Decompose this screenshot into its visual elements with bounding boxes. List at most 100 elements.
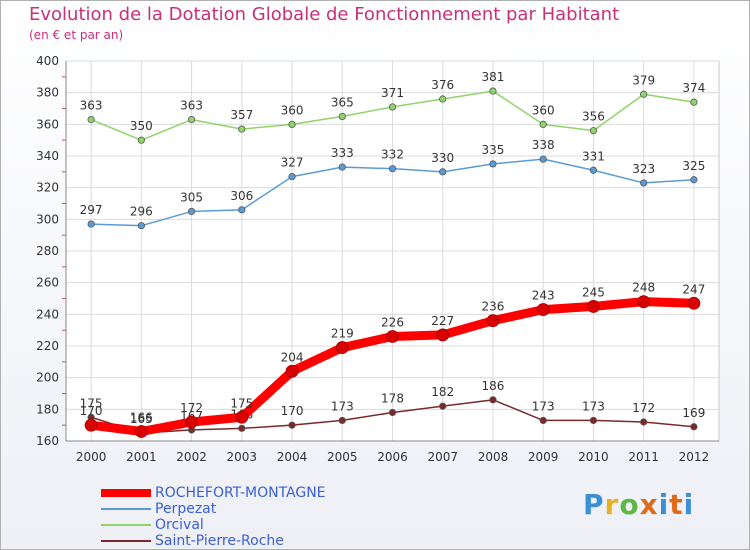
data-point-rochefort-montagne <box>235 410 249 424</box>
data-label-orcival: 381 <box>482 70 505 84</box>
data-label-perpezat: 306 <box>230 189 253 203</box>
legend-swatch-saint-pierre-roche <box>101 540 151 542</box>
data-label-orcival: 365 <box>331 95 354 109</box>
x-tick-label: 2002 <box>176 450 207 464</box>
data-point-perpezat <box>238 206 246 214</box>
data-label-saint-pierre-roche: 169 <box>682 406 705 420</box>
data-point-perpezat <box>338 163 346 171</box>
data-label-orcival: 379 <box>632 73 655 87</box>
data-point-orcival <box>539 120 547 128</box>
data-point-rochefort-montagne <box>587 300 600 313</box>
logo-letter: o <box>619 488 640 521</box>
data-label-perpezat: 331 <box>582 149 605 163</box>
logo-letter: i <box>658 488 670 521</box>
data-label-saint-pierre-roche: 175 <box>80 396 103 410</box>
y-tick-label: 260 <box>36 276 59 290</box>
proxiti-logo: Proxiti <box>583 488 694 521</box>
data-label-saint-pierre-roche: 173 <box>331 399 354 413</box>
data-point-perpezat <box>288 172 296 181</box>
legend-swatch-rochefort-montagne <box>101 489 151 497</box>
y-tick-label: 160 <box>36 434 59 448</box>
data-point-perpezat <box>388 165 397 173</box>
data-point-rochefort-montagne <box>134 425 148 438</box>
data-label-rochefort-montagne: 204 <box>281 350 304 364</box>
data-label-orcival: 356 <box>582 110 605 124</box>
y-tick-label: 200 <box>36 371 59 385</box>
line-chart: 160 180 200 220 240 260 280 300 320 340 360 380 400 2… <box>36 54 720 464</box>
data-label-rochefort-montagne: 226 <box>381 316 404 330</box>
legend-swatch-orcival <box>101 524 151 526</box>
logo-letter: P <box>583 488 605 521</box>
x-tick-label: 2010 <box>578 450 609 464</box>
x-tick-label: 2001 <box>126 450 157 464</box>
data-point-orcival <box>589 127 598 135</box>
y-tick-label: 360 <box>36 117 59 131</box>
data-point-rochefort-montagne <box>335 341 349 354</box>
data-label-rochefort-montagne: 166 <box>130 411 153 425</box>
data-point-saint-pierre-roche <box>288 421 296 429</box>
data-point-rochefort-montagne <box>185 415 198 429</box>
data-label-saint-pierre-roche: 165 <box>130 412 153 426</box>
data-point-rochefort-montagne <box>687 296 701 310</box>
data-label-perpezat: 333 <box>331 146 354 160</box>
data-label-orcival: 363 <box>80 99 103 113</box>
data-label-perpezat: 327 <box>281 156 304 170</box>
x-tick-label: 2009 <box>528 450 559 464</box>
data-point-orcival <box>388 103 397 111</box>
data-label-rochefort-montagne: 248 <box>632 281 655 295</box>
data-point-rochefort-montagne <box>637 295 651 309</box>
y-tick-label: 300 <box>36 212 59 226</box>
data-point-rochefort-montagne <box>486 314 500 328</box>
data-point-orcival <box>137 136 145 144</box>
data-point-perpezat <box>439 168 447 176</box>
data-label-orcival: 363 <box>180 99 203 113</box>
data-label-rochefort-montagne: 170 <box>80 404 103 418</box>
data-point-saint-pierre-roche <box>388 408 397 417</box>
data-point-perpezat <box>539 155 547 163</box>
data-label-perpezat: 296 <box>130 205 153 219</box>
data-label-saint-pierre-roche: 186 <box>482 379 505 393</box>
data-point-perpezat <box>489 160 497 168</box>
data-label-rochefort-montagne: 243 <box>532 289 555 303</box>
y-tick-label: 280 <box>36 244 59 258</box>
data-point-perpezat <box>187 207 196 216</box>
logo-letter: i <box>683 488 695 521</box>
legend-label: Perpezat <box>155 501 217 517</box>
data-point-perpezat <box>690 176 698 184</box>
y-tick-label: 380 <box>36 86 59 100</box>
data-point-rochefort-montagne <box>436 328 450 342</box>
data-point-perpezat <box>87 220 95 228</box>
data-label-orcival: 374 <box>682 81 705 95</box>
x-tick-label: 2012 <box>679 450 710 464</box>
data-point-saint-pierre-roche <box>589 416 598 425</box>
data-label-perpezat: 323 <box>632 162 655 176</box>
legend-label: Orcival <box>155 517 204 533</box>
data-point-orcival <box>690 98 698 106</box>
y-tick-label: 220 <box>36 339 59 353</box>
data-point-orcival <box>489 87 497 95</box>
data-label-perpezat: 305 <box>180 190 203 204</box>
data-label-saint-pierre-roche: 173 <box>532 399 555 413</box>
data-label-perpezat: 297 <box>80 203 103 217</box>
data-label-rochefort-montagne: 245 <box>582 285 605 299</box>
data-point-saint-pierre-roche <box>439 402 447 410</box>
data-label-orcival: 371 <box>381 86 404 100</box>
data-label-perpezat: 335 <box>482 143 505 157</box>
data-point-orcival <box>439 95 447 103</box>
x-tick-label: 2008 <box>478 450 509 464</box>
legend-label: Saint-Pierre-Roche <box>155 533 284 549</box>
data-label-perpezat: 338 <box>532 138 555 152</box>
data-point-orcival <box>187 115 196 124</box>
y-tick-label: 400 <box>36 54 59 68</box>
data-label-saint-pierre-roche: 170 <box>281 404 304 418</box>
x-tick-label: 2003 <box>227 450 258 464</box>
logo-letter: x <box>639 488 659 521</box>
legend-swatch-perpezat <box>101 508 151 510</box>
data-label-saint-pierre-roche: 173 <box>582 399 605 413</box>
logo-letter: r <box>604 488 620 521</box>
data-point-saint-pierre-roche <box>338 416 346 425</box>
y-tick-label: 340 <box>36 149 59 163</box>
x-tick-label: 2007 <box>427 450 458 464</box>
x-tick-label: 2004 <box>277 450 308 464</box>
data-point-saint-pierre-roche <box>539 416 547 425</box>
